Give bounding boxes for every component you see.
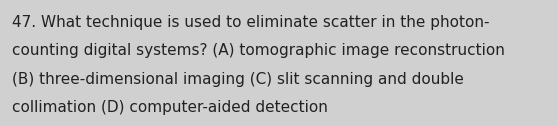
Text: (B) three-dimensional imaging (C) slit scanning and double: (B) three-dimensional imaging (C) slit s…	[12, 72, 464, 87]
Text: collimation (D) computer-aided detection: collimation (D) computer-aided detection	[12, 100, 328, 115]
Text: 47. What technique is used to eliminate scatter in the photon-: 47. What technique is used to eliminate …	[12, 15, 490, 30]
Text: counting digital systems? (A) tomographic image reconstruction: counting digital systems? (A) tomographi…	[12, 43, 505, 58]
